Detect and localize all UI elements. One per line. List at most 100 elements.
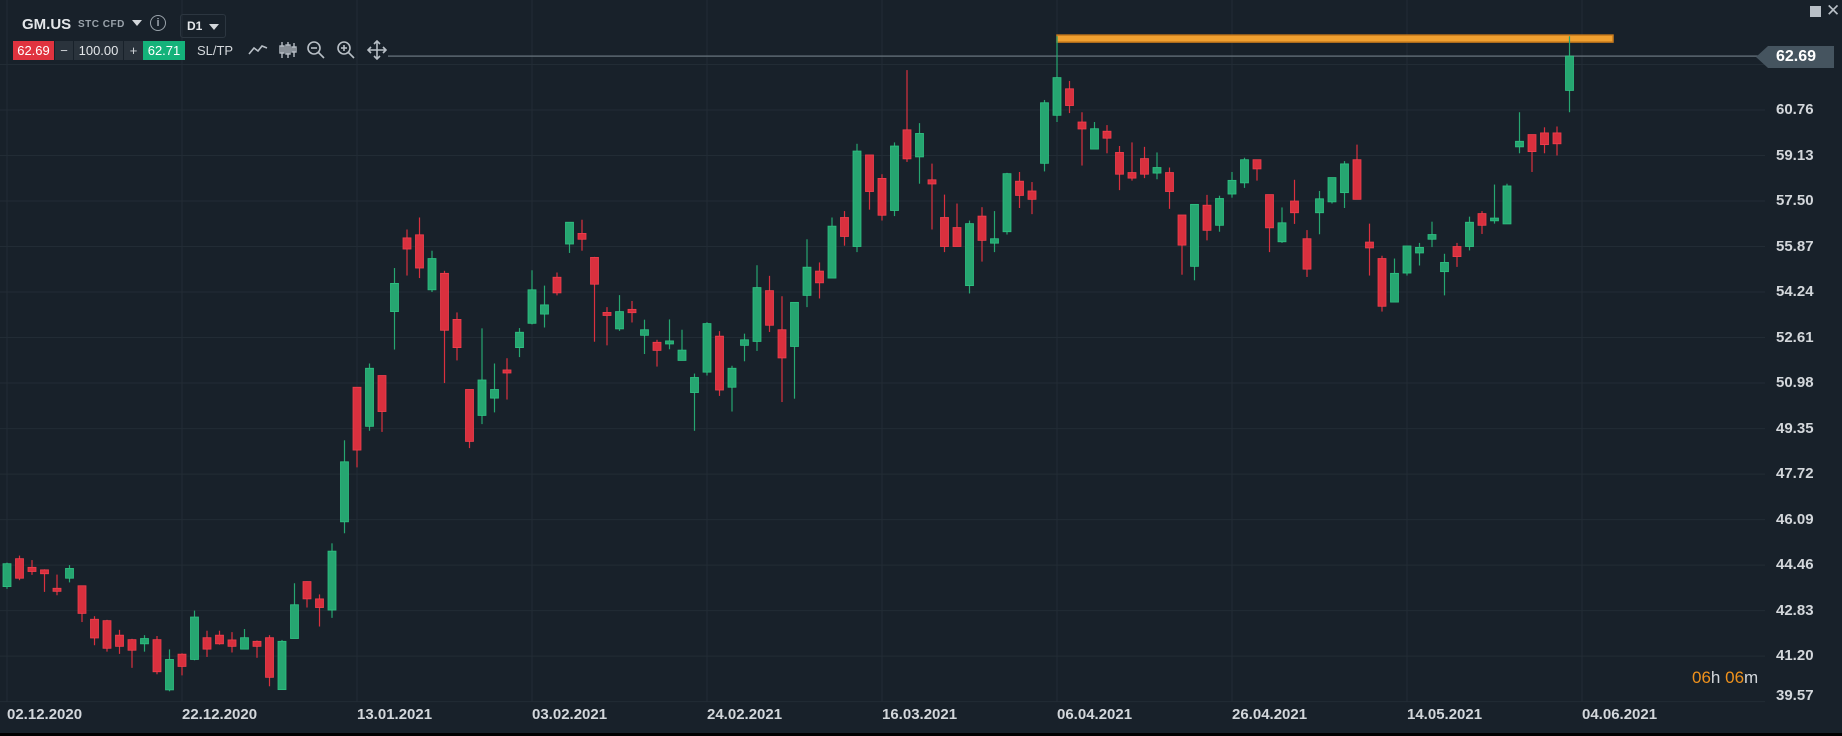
- bearish-candle: [765, 275, 774, 332]
- candle-body: [165, 659, 174, 691]
- candle-body: [915, 133, 924, 158]
- y-tick-label: 44.46: [1776, 556, 1814, 574]
- bullish-candle: [1315, 190, 1324, 235]
- bullish-candle: [890, 142, 899, 217]
- candle-body: [1515, 140, 1524, 148]
- candle-body: [365, 367, 374, 427]
- bearish-candle: [1027, 182, 1037, 215]
- zoom-in-icon[interactable]: [336, 40, 356, 60]
- candle-body: [1415, 246, 1424, 254]
- symbol-dropdown-caret-icon[interactable]: [132, 20, 142, 26]
- close-icon[interactable]: ✕: [1826, 1, 1841, 20]
- bullish-candle: [1390, 258, 1399, 303]
- bearish-candle: [15, 555, 24, 581]
- candle-body: [602, 312, 612, 316]
- bearish-candle: [1352, 144, 1362, 200]
- y-tick-label: 49.35: [1776, 419, 1814, 437]
- bullish-candle: [990, 211, 999, 253]
- bearish-candle: [952, 203, 962, 247]
- bearish-candle: [152, 636, 162, 675]
- candle-body: [590, 257, 599, 285]
- buy-button[interactable]: 62.71: [143, 41, 185, 60]
- candles-layer: [2, 36, 1574, 692]
- volume-decrease-button[interactable]: −: [55, 41, 73, 60]
- bearish-candle: [927, 163, 937, 230]
- bullish-candle: [327, 543, 337, 618]
- candle-body: [215, 634, 224, 645]
- bearish-candle: [502, 358, 512, 400]
- candle-body: [877, 178, 887, 216]
- bullish-candle: [752, 265, 762, 351]
- line-chart-icon[interactable]: [248, 40, 268, 60]
- y-tick-label: 59.13: [1776, 146, 1814, 164]
- bullish-candle: [340, 440, 349, 534]
- bullish-candle: [1415, 242, 1424, 266]
- bullish-candle: [1327, 177, 1337, 204]
- bearish-candle: [90, 616, 99, 646]
- minimize-icon[interactable]: [1810, 6, 1821, 17]
- candle-body: [665, 340, 674, 345]
- candle-body: [1527, 134, 1537, 153]
- candle-body: [315, 598, 324, 608]
- bearish-candle: [1377, 255, 1387, 312]
- bullish-candle: [915, 123, 924, 184]
- current-price-arrow-icon: [1756, 46, 1768, 68]
- x-tick-label: 24.02.2021: [707, 706, 783, 723]
- candle-body: [302, 581, 312, 600]
- info-icon[interactable]: i: [150, 15, 166, 31]
- candle-timer: 06h 06m: [1692, 668, 1758, 688]
- candle-body: [815, 270, 824, 284]
- candle-body: [152, 639, 162, 673]
- bearish-candle: [27, 560, 37, 575]
- bullish-candle: [1002, 172, 1012, 235]
- candle-body: [1015, 180, 1024, 196]
- volume-input[interactable]: 100.00: [74, 41, 123, 60]
- volume-increase-button[interactable]: +: [124, 41, 143, 60]
- candle-body: [415, 234, 424, 269]
- candle-body: [1027, 190, 1037, 200]
- bullish-candle: [1277, 207, 1287, 243]
- candle-body: [1340, 163, 1349, 194]
- bearish-candle: [77, 585, 87, 623]
- timer-hours: 06: [1692, 668, 1711, 687]
- candle-body: [40, 569, 49, 575]
- candle-body: [565, 221, 574, 245]
- candle-body: [1315, 198, 1324, 214]
- bearish-candle: [1077, 112, 1087, 166]
- bullish-candle: [1440, 253, 1449, 296]
- bearish-candle: [215, 630, 224, 645]
- bearish-candle: [52, 574, 62, 596]
- bearish-candle: [877, 174, 887, 221]
- bullish-candle: [527, 270, 537, 325]
- y-tick-label: 60.76: [1776, 101, 1814, 118]
- candle-body: [352, 386, 362, 451]
- candle-body: [1227, 179, 1237, 195]
- candle-body: [27, 566, 37, 572]
- timeframe-dropdown[interactable]: D1: [180, 14, 226, 38]
- sell-button[interactable]: 62.69: [13, 41, 54, 60]
- y-tick-label: 47.72: [1776, 465, 1814, 483]
- candle-body: [427, 258, 437, 291]
- bullish-candle: [490, 363, 499, 413]
- candle-body: [440, 272, 449, 331]
- candle-body: [1190, 203, 1199, 267]
- candle-body: [1352, 159, 1362, 200]
- candle-body: [1115, 152, 1124, 175]
- y-tick-label: 39.57: [1776, 686, 1814, 704]
- y-tick-label: 50.98: [1776, 374, 1814, 392]
- bearish-candle: [977, 207, 987, 262]
- bullish-candle: [515, 328, 524, 358]
- sltp-button[interactable]: SL/TP: [196, 43, 234, 58]
- candle-body: [765, 290, 774, 326]
- zoom-out-icon[interactable]: [306, 40, 326, 60]
- candle-body: [490, 389, 499, 399]
- candlestick-icon[interactable]: [278, 40, 298, 60]
- candle-body: [852, 150, 862, 247]
- move-icon[interactable]: [367, 40, 387, 60]
- symbol-name[interactable]: GM.US: [22, 16, 72, 33]
- candle-body: [1565, 55, 1574, 91]
- bearish-candle: [252, 640, 262, 658]
- candle-body: [652, 341, 662, 351]
- candle-body: [640, 329, 649, 336]
